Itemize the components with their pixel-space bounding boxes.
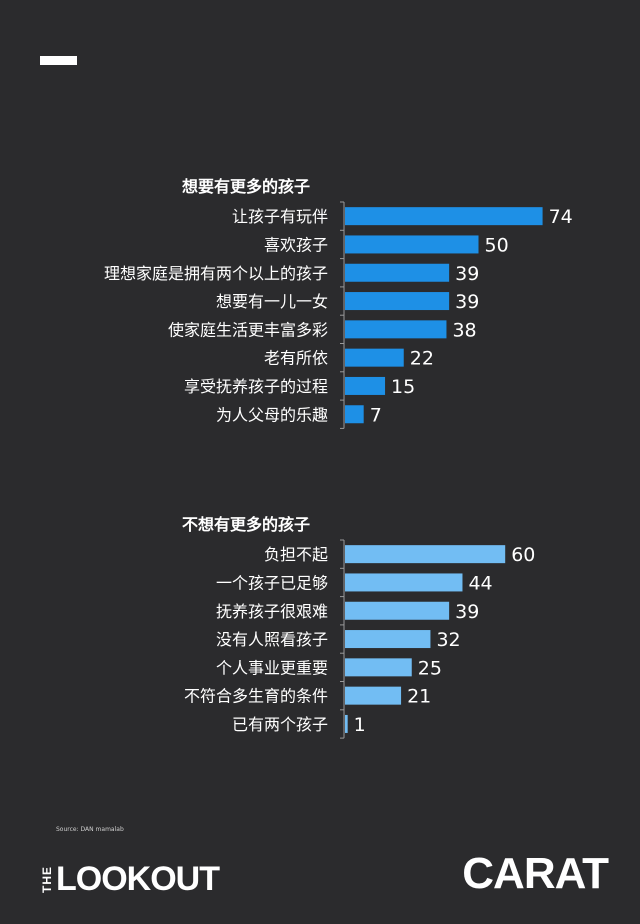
category-label: 使家庭生活更丰富多彩	[168, 320, 328, 339]
category-label: 为人父母的乐趣	[216, 405, 328, 424]
source-note: Source: DAN mamalab	[56, 826, 124, 833]
category-label: 抚养孩子很艰难	[216, 602, 328, 621]
value-label: 21	[407, 686, 431, 708]
value-label: 15	[391, 376, 415, 398]
category-label: 喜欢孩子	[264, 235, 328, 254]
bar	[345, 601, 450, 620]
header-bar	[40, 56, 77, 65]
category-label: 没有人照看孩子	[216, 630, 328, 649]
bar	[345, 658, 412, 677]
category-label: 想要有一儿一女	[216, 292, 328, 311]
category-label: 老有所依	[264, 349, 328, 368]
value-label: 32	[436, 629, 460, 651]
category-label: 理想家庭是拥有两个以上的孩子	[104, 264, 328, 283]
category-label: 已有两个孩子	[232, 715, 328, 734]
value-label: 44	[468, 572, 492, 594]
carat-logo: CARAT	[462, 849, 609, 898]
value-label: 50	[485, 234, 509, 256]
value-label: 74	[549, 206, 573, 228]
logo-lookout-text: LOOKOUT	[56, 860, 220, 898]
bar	[345, 348, 404, 367]
value-label: 38	[452, 319, 476, 341]
value-label: 25	[418, 657, 442, 679]
value-label: 39	[455, 601, 479, 623]
bar	[345, 545, 506, 564]
category-label: 享受抚养孩子的过程	[184, 377, 328, 396]
value-label: 22	[410, 348, 434, 370]
category-label: 一个孩子已足够	[216, 573, 328, 592]
bar	[345, 630, 431, 649]
bar	[345, 686, 402, 705]
bar	[345, 320, 447, 339]
bar	[345, 405, 364, 424]
category-label: 不符合多生育的条件	[184, 687, 328, 706]
value-label: 7	[370, 404, 382, 426]
bar	[345, 263, 450, 282]
category-label: 负担不起	[264, 545, 328, 564]
category-label: 个人事业更重要	[216, 658, 328, 677]
bar	[345, 376, 386, 395]
value-label: 60	[511, 544, 535, 566]
value-label: 1	[354, 714, 366, 736]
value-label: 39	[455, 263, 479, 285]
value-label: 39	[455, 291, 479, 313]
the-lookout-logo: THE LOOKOUT	[40, 860, 220, 898]
bar	[345, 292, 450, 311]
logo-the-text: THE	[40, 865, 54, 893]
bar	[345, 714, 348, 733]
category-label: 让孩子有玩伴	[232, 207, 328, 226]
bar	[345, 207, 543, 226]
bar	[345, 573, 463, 592]
chart-title: 想要有更多的孩子	[181, 177, 310, 196]
bar	[345, 235, 479, 254]
chart-title: 不想有更多的孩子	[182, 515, 310, 534]
